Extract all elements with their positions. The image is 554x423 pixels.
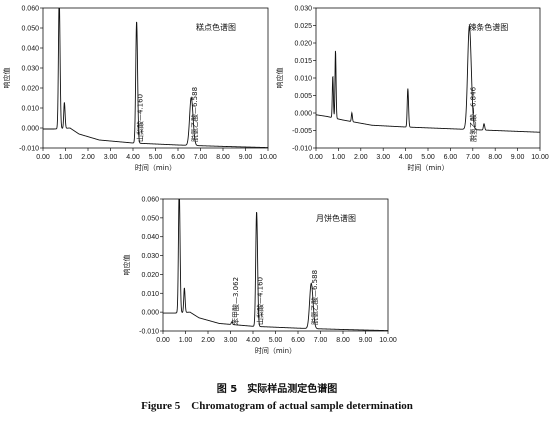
x-tick-label: 10.00	[379, 337, 397, 344]
y-tick-label: -0.010	[139, 329, 159, 336]
chromatogram-trace	[163, 199, 388, 331]
x-tick-label: 6.00	[171, 154, 185, 161]
x-tick-label: 9.00	[359, 337, 373, 344]
y-tick-label: 0.020	[294, 41, 312, 48]
y-tick-label: 0.000	[294, 111, 312, 118]
chromatogram-trace	[43, 8, 268, 148]
peak-annotation: 山梨酸—4.160	[136, 94, 145, 142]
y-tick-label: 0.030	[21, 66, 39, 73]
x-tick-label: 8.00	[216, 154, 230, 161]
x-tick-label: 2.00	[201, 337, 215, 344]
x-tick-label: 9.00	[239, 154, 253, 161]
peak-annotation: 脱氢乙酸—6.588	[190, 87, 199, 142]
x-tick-label: 0.00	[156, 337, 170, 344]
y-tick-label: 0.000	[21, 126, 39, 133]
x-tick-label: 5.00	[421, 154, 435, 161]
y-axis-label: 响应值	[122, 255, 131, 276]
y-tick-label: 0.015	[294, 58, 312, 65]
x-tick-label: 9.00	[511, 154, 525, 161]
x-axis-label: 时间（min）	[255, 346, 296, 355]
x-tick-label: 3.00	[376, 154, 390, 161]
y-tick-label: -0.005	[292, 128, 312, 135]
y-tick-label: 0.005	[294, 93, 312, 100]
x-tick-label: 1.00	[179, 337, 193, 344]
peak-annotation: 脱氢乙酸—6.846	[468, 86, 477, 142]
chromatogram-trace	[316, 24, 540, 133]
x-tick-label: 1.00	[332, 154, 346, 161]
y-tick-label: 0.050	[141, 215, 159, 222]
chart-3: 0.00 1.00 2.00 3.00 4.00 5.00 6.00 7.00 8.00 9.00…	[122, 197, 397, 356]
peak-annotation: 山梨酸—4.160	[256, 277, 265, 325]
y-tick-label: 0.050	[21, 26, 39, 33]
y-axis-label: 响应值	[275, 68, 284, 89]
y-axis-label: 响应值	[2, 68, 11, 89]
x-tick-label: 5.00	[269, 337, 283, 344]
x-tick-label: 5.00	[149, 154, 163, 161]
y-tick-label: 0.030	[141, 253, 159, 260]
figure-caption-en: Figure 5 Chromatogram of actual sample d…	[141, 400, 413, 412]
x-tick-label: 2.00	[354, 154, 368, 161]
chart-1: 0.00 1.00 2.00 3.00 4.00 5.00 6.00 7.00 8.00 9.00…	[2, 6, 277, 173]
x-tick-label: 7.00	[466, 154, 480, 161]
y-tick-label: 0.060	[21, 6, 39, 13]
x-tick-label: 4.00	[246, 337, 260, 344]
y-tick-label: -0.010	[19, 146, 39, 153]
x-tick-label: 10.00	[259, 154, 277, 161]
chart-title: 月饼色谱图	[316, 213, 356, 223]
x-tick-label: 6.00	[291, 337, 305, 344]
peak-annotation: 脱氢乙酸—6.588	[310, 270, 319, 325]
y-tick-label: 0.060	[141, 197, 159, 204]
x-tick-label: 3.00	[224, 337, 238, 344]
y-tick-label: 0.010	[21, 106, 39, 113]
x-tick-label: 2.00	[81, 154, 95, 161]
y-tick-label: 0.040	[141, 234, 159, 241]
x-tick-label: 3.00	[104, 154, 118, 161]
x-tick-label: 1.00	[59, 154, 73, 161]
x-tick-label: 4.00	[126, 154, 140, 161]
x-tick-label: 0.00	[309, 154, 323, 161]
y-tick-label: 0.000	[141, 310, 159, 317]
peak-annotation: 苯甲酸—3.062	[231, 277, 240, 325]
y-tick-label: 0.010	[294, 76, 312, 83]
x-tick-label: 8.00	[336, 337, 350, 344]
y-tick-label: 0.040	[21, 46, 39, 53]
chart-title: 辣条色谱图	[468, 22, 508, 32]
y-tick-label: -0.010	[292, 146, 312, 153]
figure-caption-cn: 图 5 实际样品测定色谱图	[216, 384, 338, 395]
x-tick-label: 7.00	[314, 337, 328, 344]
y-tick-label: 0.020	[21, 86, 39, 93]
y-tick-label: 0.010	[141, 291, 159, 298]
x-tick-label: 4.00	[399, 154, 413, 161]
y-tick-label: 0.025	[294, 23, 312, 30]
y-tick-label: 0.030	[294, 6, 312, 13]
x-tick-label: 6.00	[444, 154, 458, 161]
x-tick-label: 8.00	[488, 154, 502, 161]
chart-2: 0.00 1.00 2.00 3.00 4.00 5.00 6.00 7.00 8.00 9.00…	[275, 6, 549, 173]
x-tick-label: 0.00	[36, 154, 50, 161]
x-tick-label: 7.00	[194, 154, 208, 161]
x-axis-label: 时间（min）	[135, 163, 176, 172]
x-axis-label: 时间（min）	[407, 163, 448, 172]
x-tick-label: 10.00	[531, 154, 549, 161]
chart-title: 糕点色谱图	[196, 22, 236, 32]
y-tick-label: 0.020	[141, 272, 159, 279]
